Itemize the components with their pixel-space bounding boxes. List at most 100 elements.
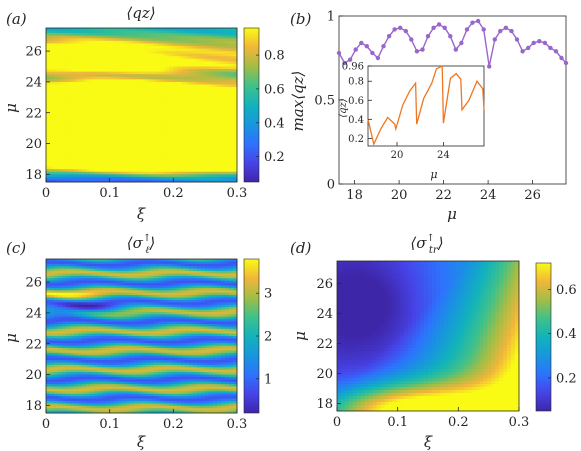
heatmap-cell bbox=[153, 58, 158, 62]
heatmap-cell bbox=[89, 138, 95, 142]
heatmap-cell bbox=[77, 94, 83, 98]
series-point bbox=[475, 18, 481, 24]
heatmap-cell bbox=[73, 302, 79, 306]
heatmap-cell bbox=[109, 379, 115, 383]
heatmap-cell bbox=[105, 343, 111, 347]
heatmap-cell bbox=[205, 79, 210, 83]
heatmap-cell bbox=[53, 158, 59, 162]
heatmap-cell bbox=[85, 130, 91, 134]
heatmap-cell bbox=[137, 158, 142, 162]
heatmap-cell bbox=[113, 146, 119, 150]
heatmap-cell bbox=[49, 174, 55, 178]
heatmap-cell bbox=[145, 156, 150, 160]
heatmap-cell bbox=[97, 158, 103, 162]
heatmap-cell bbox=[137, 146, 142, 150]
heatmap-cell bbox=[177, 120, 182, 124]
heatmap-cell bbox=[165, 348, 170, 351]
heatmap-cell bbox=[93, 58, 99, 62]
heatmap-cell bbox=[161, 273, 166, 277]
heatmap-cell bbox=[133, 290, 138, 294]
heatmap-cell bbox=[209, 130, 214, 134]
heatmap-cell bbox=[225, 71, 230, 75]
heatmap-cell bbox=[93, 355, 99, 359]
heatmap-cell bbox=[221, 122, 226, 126]
heatmap-cell bbox=[193, 33, 198, 37]
heatmap-cell bbox=[129, 158, 134, 162]
heatmap-cell bbox=[125, 133, 130, 137]
heatmap-cell bbox=[61, 343, 67, 347]
heatmap-cell bbox=[81, 350, 87, 354]
heatmap-cell bbox=[133, 115, 138, 119]
heatmap-cell bbox=[137, 263, 142, 267]
heatmap-cell bbox=[209, 33, 214, 37]
heatmap-cell bbox=[145, 369, 150, 373]
heatmap-cell bbox=[89, 122, 95, 126]
heatmap-cell bbox=[89, 56, 95, 60]
heatmap-cell bbox=[197, 117, 202, 121]
heatmap-cell bbox=[157, 372, 162, 375]
heatmap-cell bbox=[181, 171, 186, 175]
heatmap-cell bbox=[169, 56, 174, 60]
heatmap-cell bbox=[209, 174, 214, 178]
heatmap-cell bbox=[145, 360, 150, 363]
heatmap-cell bbox=[209, 110, 214, 114]
series-point bbox=[359, 40, 364, 46]
heatmap-cell bbox=[61, 112, 67, 116]
heatmap-cell bbox=[117, 45, 123, 49]
heatmap-cell bbox=[77, 259, 83, 262]
heatmap-cell bbox=[161, 61, 166, 65]
heatmap-cell bbox=[53, 299, 59, 303]
heatmap-cell bbox=[165, 40, 170, 44]
heatmap-cell bbox=[177, 166, 182, 170]
heatmap-cell bbox=[149, 278, 154, 282]
heatmap-cell bbox=[73, 74, 79, 78]
heatmap-cell bbox=[229, 63, 234, 67]
heatmap-cell bbox=[89, 321, 95, 325]
heatmap-cell bbox=[157, 158, 162, 162]
heatmap-cell bbox=[161, 259, 166, 262]
heatmap-cell bbox=[49, 333, 55, 337]
heatmap-cell bbox=[121, 94, 126, 98]
heatmap-cell bbox=[77, 299, 83, 303]
heatmap-cell bbox=[205, 122, 210, 126]
heatmap-cell bbox=[125, 120, 130, 124]
heatmap-cell bbox=[181, 110, 186, 114]
heatmap-cell bbox=[213, 35, 218, 39]
heatmap-cell bbox=[141, 79, 146, 83]
heatmap-cell bbox=[217, 151, 222, 155]
heatmap-cell bbox=[57, 343, 63, 347]
heatmap-cell bbox=[145, 328, 150, 332]
heatmap-cell bbox=[93, 76, 99, 80]
heatmap-cell bbox=[189, 53, 194, 57]
heatmap-cell bbox=[65, 376, 71, 380]
heatmap-cell bbox=[137, 396, 142, 399]
heatmap-cell bbox=[109, 156, 115, 160]
heatmap-cell bbox=[113, 292, 119, 296]
heatmap-cell bbox=[46, 355, 51, 359]
heatmap-cell bbox=[221, 110, 226, 114]
heatmap-cell bbox=[157, 379, 162, 383]
heatmap-cell bbox=[109, 164, 115, 167]
heatmap-cell bbox=[109, 283, 115, 286]
heatmap-cell bbox=[93, 381, 99, 385]
heatmap-cell bbox=[109, 287, 115, 291]
heatmap-cell bbox=[189, 174, 194, 178]
heatmap-cell bbox=[205, 164, 210, 167]
heatmap-cell bbox=[69, 140, 75, 144]
heatmap-cell bbox=[189, 135, 194, 139]
heatmap-cell bbox=[105, 151, 111, 155]
x-tick-label: 0.2 bbox=[163, 186, 184, 201]
heatmap-cell bbox=[61, 302, 67, 306]
heatmap-cell bbox=[153, 43, 158, 47]
heatmap-cell bbox=[97, 309, 103, 313]
heatmap-cell bbox=[137, 130, 142, 134]
heatmap-cell bbox=[121, 135, 126, 139]
heatmap-cell bbox=[109, 105, 115, 108]
heatmap-cell bbox=[89, 66, 95, 70]
heatmap-cell bbox=[165, 179, 170, 183]
heatmap-cell bbox=[49, 71, 55, 75]
heatmap-cell bbox=[233, 79, 238, 83]
heatmap-cell bbox=[101, 166, 107, 170]
heatmap-cell bbox=[105, 135, 111, 139]
heatmap-cell bbox=[141, 92, 146, 96]
